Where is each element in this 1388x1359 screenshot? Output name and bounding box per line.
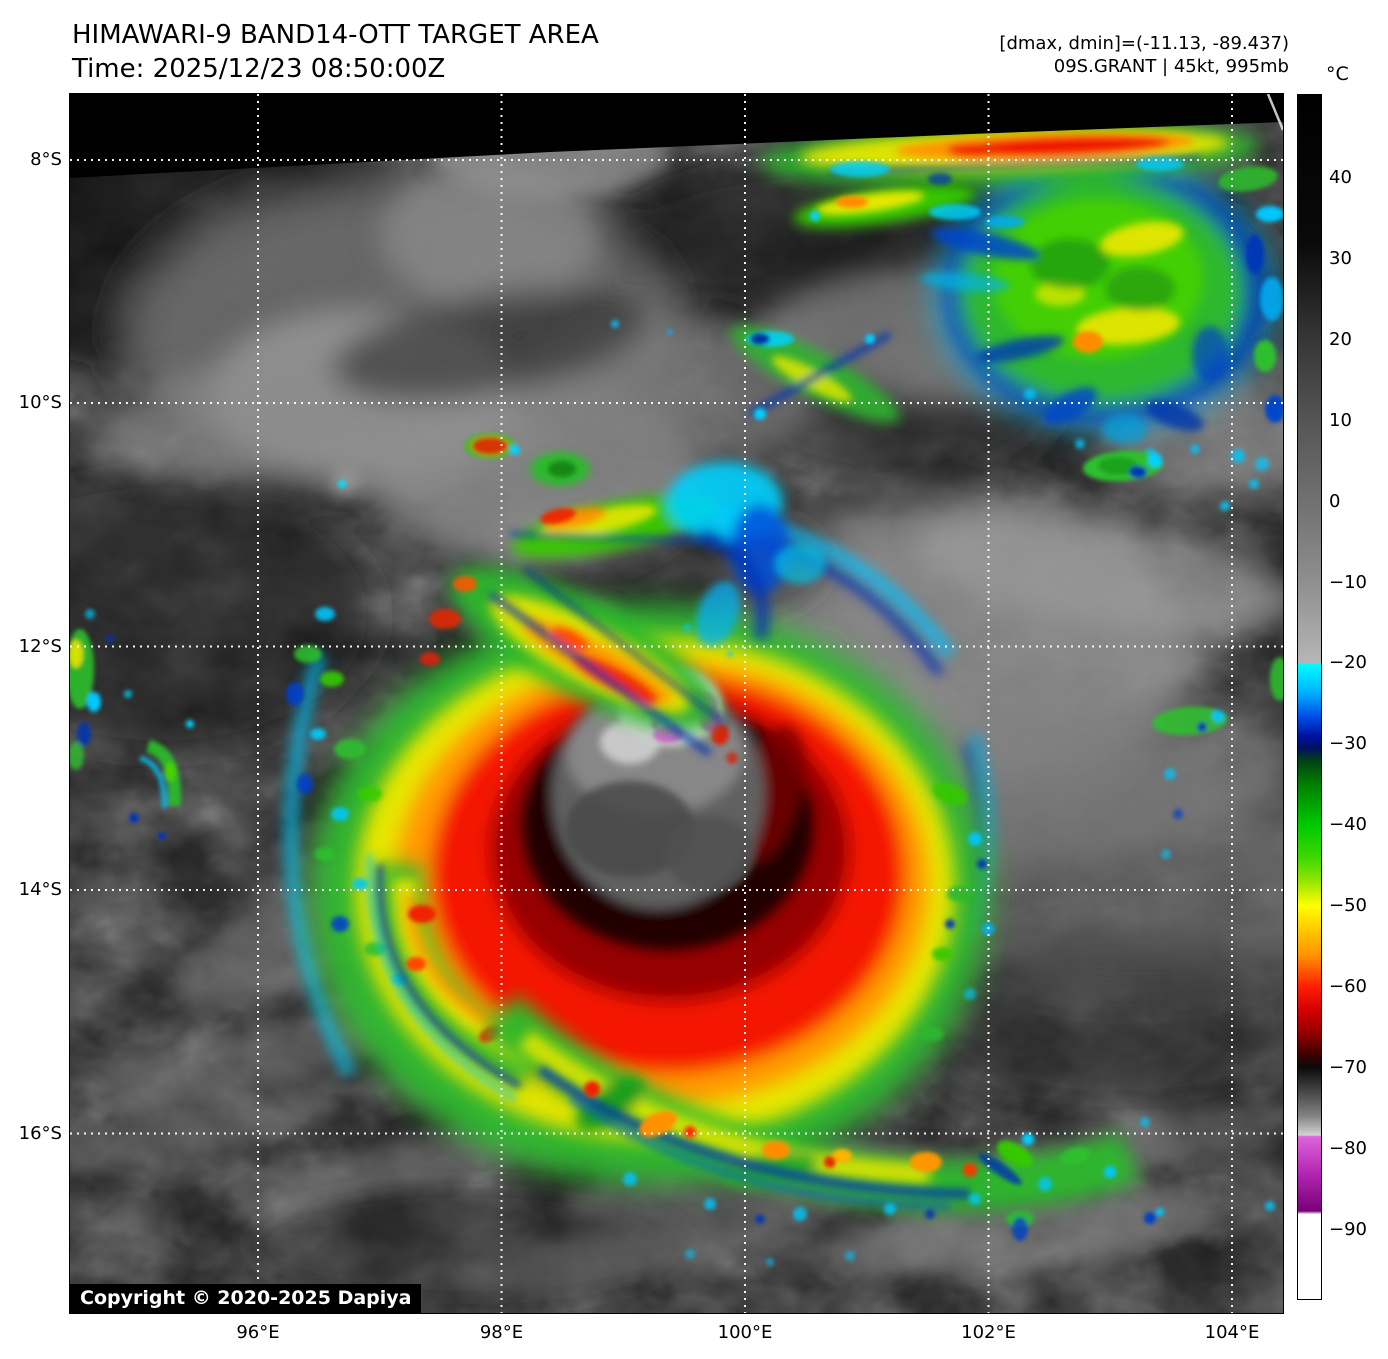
colorbar-tick-label: −70 xyxy=(1329,1057,1388,1079)
lat-tick-label: 10°S xyxy=(0,392,62,414)
annotation-block: [dmax, dmin]=(-11.13, -89.437) 09S.GRANT… xyxy=(999,32,1289,78)
colorbar-tick-label: −80 xyxy=(1329,1138,1388,1160)
lat-tick-label: 12°S xyxy=(0,636,62,658)
colorbar-tick-label: −50 xyxy=(1329,895,1388,917)
colorbar-tick-label: −20 xyxy=(1329,652,1388,674)
dmax-dmin-annotation: [dmax, dmin]=(-11.13, -89.437) xyxy=(999,32,1289,55)
colorbar-tick-label: −60 xyxy=(1329,976,1388,998)
lat-tick-label: 8°S xyxy=(0,149,62,171)
colorbar-tick-label: −30 xyxy=(1329,733,1388,755)
title-block: HIMAWARI-9 BAND14-OTT TARGET AREA Time: … xyxy=(72,18,599,86)
pixel-grain-overlay xyxy=(70,94,1283,1313)
colorbar-tick-label: 30 xyxy=(1329,248,1388,270)
colorbar-unit-label: °C xyxy=(1326,63,1349,85)
copyright-badge: Copyright © 2020-2025 Dapiya xyxy=(70,1284,421,1313)
page-title: HIMAWARI-9 BAND14-OTT TARGET AREA xyxy=(72,18,599,52)
lon-tick-label: 100°E xyxy=(705,1322,785,1344)
colorbar-tick-label: −40 xyxy=(1329,814,1388,836)
lon-tick-label: 98°E xyxy=(462,1322,542,1344)
lat-tick-label: 16°S xyxy=(0,1123,62,1145)
lon-tick-label: 102°E xyxy=(949,1322,1029,1344)
temperature-colorbar xyxy=(1297,94,1322,1300)
colorbar-tick-label: 20 xyxy=(1329,329,1388,351)
satellite-map xyxy=(70,94,1283,1313)
colorbar-tick-label: 0 xyxy=(1329,491,1388,513)
lon-tick-label: 104°E xyxy=(1192,1322,1272,1344)
colorbar-tick-label: −10 xyxy=(1329,572,1388,594)
satellite-product-page: HIMAWARI-9 BAND14-OTT TARGET AREA Time: … xyxy=(0,0,1388,1359)
lat-tick-label: 14°S xyxy=(0,879,62,901)
satellite-ir-image xyxy=(70,94,1283,1313)
colorbar-tick-label: 40 xyxy=(1329,167,1388,189)
colorbar-tick-label: 10 xyxy=(1329,410,1388,432)
lon-tick-label: 96°E xyxy=(218,1322,298,1344)
storm-info-annotation: 09S.GRANT | 45kt, 995mb xyxy=(999,55,1289,78)
timestamp: Time: 2025/12/23 08:50:00Z xyxy=(72,52,599,86)
colorbar-tick-label: −90 xyxy=(1329,1219,1388,1241)
